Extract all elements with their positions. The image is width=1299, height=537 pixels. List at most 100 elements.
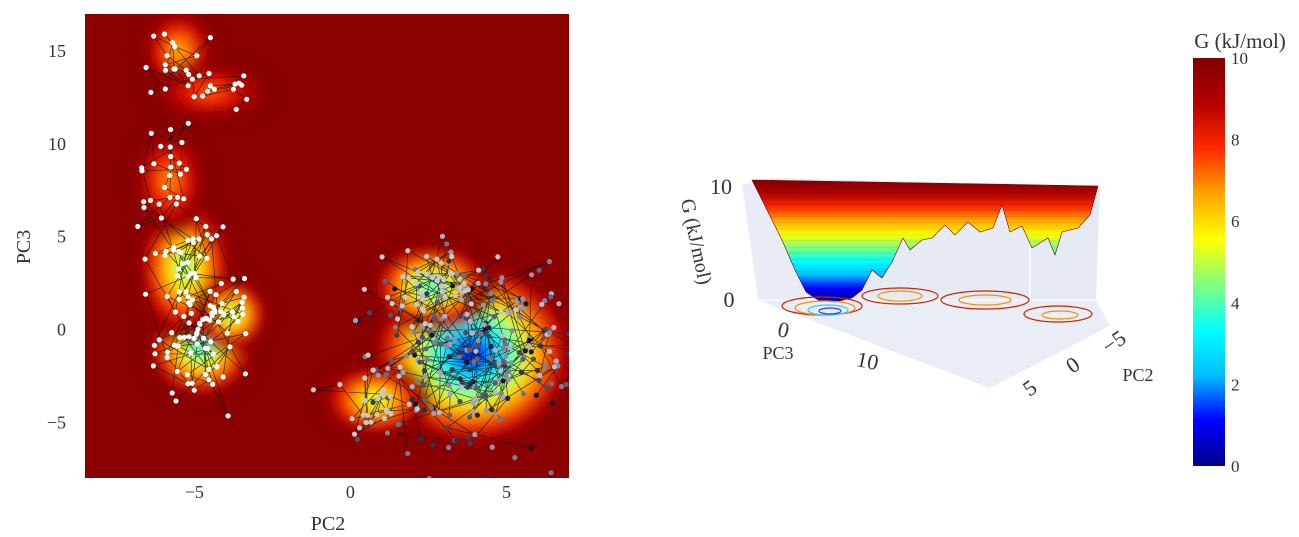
trajectory-point: [163, 248, 169, 254]
trajectory-point: [449, 366, 455, 373]
trajectory-point: [175, 273, 181, 279]
trajectory-point: [546, 258, 553, 265]
trajectory-point: [173, 201, 179, 207]
trajectory-point: [244, 96, 250, 102]
trajectory-point: [135, 223, 141, 230]
trajectory-point: [429, 405, 435, 411]
trajectory-point: [533, 392, 539, 398]
trajectory-point: [200, 93, 206, 99]
trajectory-point: [204, 255, 210, 261]
trajectory-point: [399, 303, 405, 309]
trajectory-point: [218, 308, 224, 314]
trajectory-point: [421, 397, 428, 403]
trajectory-point: [151, 33, 157, 39]
trajectory-point: [403, 353, 410, 359]
trajectory-point: [141, 199, 147, 205]
trajectory-point: [162, 67, 169, 73]
trajectory-point: [188, 270, 194, 276]
contour-ring-8: [958, 294, 1012, 306]
trajectory-point: [166, 172, 173, 178]
trajectory-point: [310, 387, 316, 393]
trajectory-point: [360, 412, 366, 418]
trajectory-point: [446, 383, 452, 389]
trajectory-point: [194, 53, 200, 59]
y-tick-label: 15: [48, 41, 66, 61]
trajectory-point: [240, 311, 246, 317]
trajectory-point: [436, 274, 442, 280]
trajectory-point: [517, 314, 524, 320]
trajectory-point: [210, 304, 216, 310]
trajectory-point: [349, 416, 355, 422]
trajectory-point: [379, 391, 385, 397]
trajectory-point: [208, 236, 215, 242]
trajectory-point: [176, 160, 182, 166]
trajectory-point: [392, 324, 399, 330]
trajectory-point: [473, 348, 479, 354]
colorbar-tick-label: 4: [1231, 294, 1240, 313]
trajectory-point: [542, 298, 548, 304]
trajectory-point: [570, 348, 575, 353]
trajectory-point: [410, 348, 416, 354]
trajectory-point: [231, 314, 237, 320]
trajectory-point: [467, 440, 473, 446]
trajectory-point: [202, 345, 208, 351]
trajectory-point: [168, 153, 174, 160]
colorbar-tick-label: 8: [1231, 131, 1240, 150]
trajectory-point: [551, 364, 558, 370]
trajectory-point: [156, 337, 162, 343]
trajectory-point: [405, 450, 411, 457]
trajectory-point: [520, 296, 526, 302]
basin-6-level-9: [163, 172, 176, 190]
trajectory-point: [439, 289, 445, 295]
trajectory-point: [550, 400, 556, 406]
pc2-tick-0: 0: [1061, 351, 1084, 378]
trajectory-point: [434, 299, 440, 305]
trajectory-point: [467, 318, 473, 324]
trajectory-point: [363, 419, 369, 426]
trajectory-point: [489, 407, 495, 413]
trajectory-point: [400, 369, 406, 375]
trajectory-point: [444, 343, 450, 349]
colorbar-tick-label: 2: [1231, 375, 1240, 394]
trajectory-point: [498, 390, 504, 396]
trajectory-point: [190, 236, 196, 242]
trajectory-point: [444, 241, 450, 247]
trajectory-point: [162, 86, 168, 92]
trajectory-point: [207, 83, 213, 89]
trajectory-point: [492, 389, 499, 395]
trajectory-point: [158, 215, 164, 221]
trajectory-point: [454, 437, 460, 443]
trajectory-point: [173, 398, 179, 404]
trajectory-point: [480, 302, 486, 308]
trajectory-point: [523, 301, 529, 307]
trajectory-point: [604, 341, 609, 346]
trajectory-point: [204, 232, 210, 238]
trajectory-point: [232, 81, 238, 87]
trajectory-point: [553, 358, 559, 364]
trajectory-point: [513, 307, 519, 313]
trajectory-point: [578, 361, 583, 366]
trajectory-point: [169, 390, 175, 396]
trajectory-point: [174, 368, 180, 374]
colorbar-tick-label: 6: [1231, 212, 1240, 231]
trajectory-point: [185, 120, 191, 126]
trajectory-point: [521, 391, 527, 397]
trajectory-point: [191, 335, 197, 341]
contour-ring-9: [1023, 305, 1093, 323]
trajectory-point: [563, 381, 569, 388]
trajectory-point: [210, 381, 216, 387]
trajectory-point: [464, 359, 470, 365]
trajectory-point: [464, 311, 470, 317]
trajectory-point: [170, 40, 176, 46]
trajectory-point: [470, 408, 476, 415]
trajectory-point: [422, 374, 428, 380]
trajectory-point: [167, 194, 173, 200]
trajectory-point: [430, 442, 436, 448]
trajectory-point: [384, 430, 391, 436]
y-tick-label: −5: [47, 412, 66, 432]
trajectory-point: [430, 275, 436, 281]
trajectory-point: [233, 106, 239, 112]
trajectory-point: [139, 168, 145, 174]
trajectory-point: [220, 374, 226, 380]
trajectory-point: [406, 275, 412, 281]
